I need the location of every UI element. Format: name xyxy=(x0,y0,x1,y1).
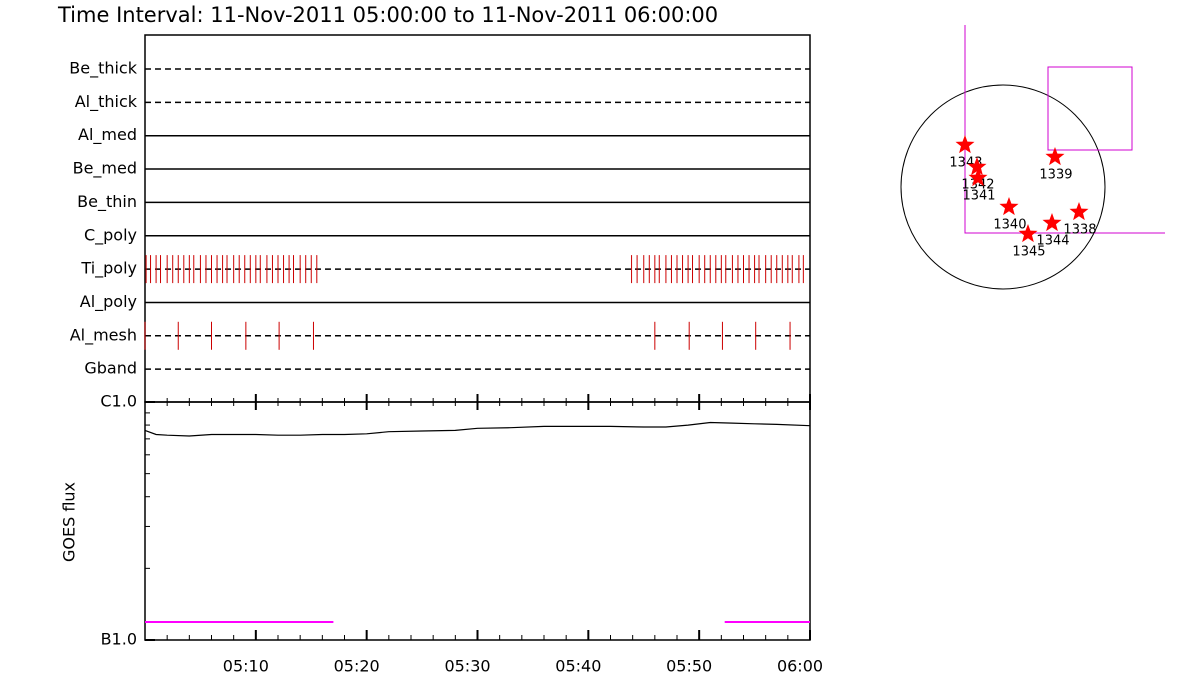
region-label: 1339 xyxy=(1039,168,1072,183)
region-label: 1345 xyxy=(1012,244,1045,259)
x-tick-label: 05:40 xyxy=(555,657,601,676)
row-label: Be_med xyxy=(73,159,137,179)
region-star xyxy=(968,168,988,187)
region-label: 1340 xyxy=(993,217,1026,232)
row-label: Be_thick xyxy=(69,59,137,79)
row-label: C_poly xyxy=(84,225,137,245)
x-tick-label: 05:30 xyxy=(444,657,490,676)
fov-outline xyxy=(964,25,1165,234)
goes-panel-frame xyxy=(144,401,811,641)
region-star xyxy=(1069,202,1089,221)
row-label: Al_thick xyxy=(75,92,138,112)
x-tick-label: 06:00 xyxy=(777,657,823,676)
region-label: 1341 xyxy=(962,188,995,203)
region-star xyxy=(1018,224,1038,243)
region-star xyxy=(999,197,1019,216)
row-label: Al_poly xyxy=(80,292,137,312)
row-label: Be_thin xyxy=(77,192,137,212)
y-axis-label: GOES flux xyxy=(60,482,79,562)
row-label: Gband xyxy=(84,359,137,378)
region-label: 1344 xyxy=(1036,234,1069,249)
x-tick-label: 05:10 xyxy=(223,657,269,676)
row-label: Ti_poly xyxy=(80,259,137,279)
y-tick-label: B1.0 xyxy=(101,630,137,649)
x-tick-label: 05:50 xyxy=(666,657,712,676)
y-tick-label: C1.0 xyxy=(100,392,137,411)
region-star xyxy=(967,157,987,176)
filter-panel-frame xyxy=(144,34,811,403)
region-star xyxy=(1045,147,1065,166)
x-tick-label: 05:20 xyxy=(334,657,380,676)
region-label: 1342 xyxy=(961,178,994,193)
fov-box xyxy=(1047,66,1133,151)
row-label: Al_mesh xyxy=(70,325,137,345)
region-star xyxy=(1042,213,1062,232)
region-label: 1338 xyxy=(1063,222,1096,237)
chart-title: Time Interval: 11-Nov-2011 05:00:00 to 1… xyxy=(57,3,718,27)
solar-disk xyxy=(900,84,1106,290)
row-label: Al_med xyxy=(78,125,137,145)
goes-line xyxy=(144,421,811,437)
region-star xyxy=(955,135,975,154)
